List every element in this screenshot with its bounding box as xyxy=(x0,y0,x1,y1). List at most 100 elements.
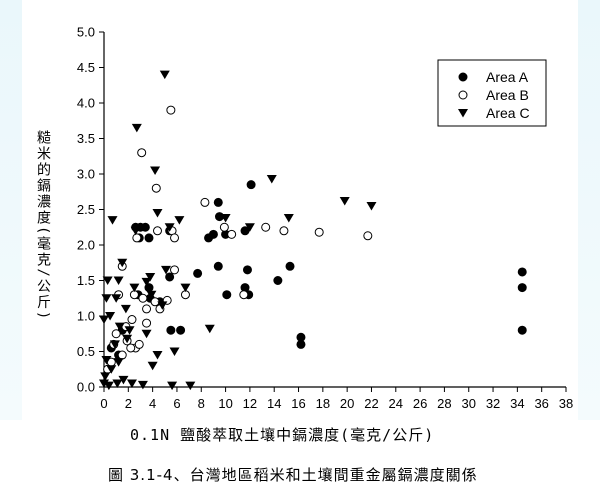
data-point-area-c xyxy=(103,381,114,391)
data-point-area-a xyxy=(517,267,527,277)
data-point-area-b xyxy=(239,290,249,300)
data-point-area-c xyxy=(126,379,137,388)
x-tick-label: 14 xyxy=(267,396,281,411)
data-point-area-b xyxy=(279,226,289,236)
scatter-plot: 0 2 4 6 8 10 12 14 16 18 20 22 24 26 28 30 32 34 36 380.00.… xyxy=(77,25,573,412)
x-tick-label: 18 xyxy=(316,396,330,411)
data-point-area-b xyxy=(111,329,121,339)
y-tick-label: 0.5 xyxy=(77,344,95,359)
data-point-area-a xyxy=(166,325,176,335)
legend-marker xyxy=(458,109,468,118)
data-point-area-c xyxy=(339,196,350,206)
data-point-area-b xyxy=(142,318,152,328)
data-point-area-a xyxy=(296,339,306,349)
data-point-area-b xyxy=(363,231,373,241)
x-tick-label: 34 xyxy=(510,396,524,411)
data-point-area-c xyxy=(102,276,113,285)
data-point-area-b xyxy=(227,229,237,239)
data-point-area-a xyxy=(246,180,256,190)
data-point-area-c xyxy=(105,312,116,321)
y-tick-label: 3.5 xyxy=(77,131,95,146)
data-point-area-c xyxy=(113,276,124,285)
data-point-area-c xyxy=(107,216,118,225)
x-tick-label: 8 xyxy=(198,396,205,411)
data-point-area-a xyxy=(213,261,223,271)
x-tick-label: 20 xyxy=(340,396,354,411)
data-point-area-c xyxy=(101,356,112,365)
data-point-area-c xyxy=(244,223,255,232)
data-point-area-c xyxy=(114,322,125,332)
x-tick-label: 26 xyxy=(413,396,427,411)
y-tick-label: 3.0 xyxy=(77,167,95,182)
data-point-area-a xyxy=(240,226,250,236)
figure-caption: 圖 3.1-4、台灣地區稻米和土壤間重金屬鎘濃度關係 xyxy=(108,466,478,484)
data-point-area-a xyxy=(222,290,232,300)
data-point-area-a xyxy=(517,283,527,293)
data-point-area-c xyxy=(141,277,152,287)
y-tick-label: 1.5 xyxy=(77,273,95,288)
x-tick-label: 36 xyxy=(534,396,548,411)
data-point-area-c xyxy=(180,283,191,293)
data-point-area-c xyxy=(283,214,294,223)
data-point-area-b xyxy=(127,315,137,325)
data-point-area-c xyxy=(117,258,128,268)
data-point-area-b xyxy=(132,233,142,243)
data-point-area-c xyxy=(118,375,129,385)
data-point-area-c xyxy=(220,214,231,223)
data-point-area-b xyxy=(138,293,148,303)
data-point-area-a xyxy=(213,197,223,207)
y-tick-label: 4.5 xyxy=(77,60,95,75)
data-point-area-a xyxy=(204,233,214,243)
data-point-area-c xyxy=(137,380,148,390)
data-point-area-c xyxy=(204,324,215,334)
data-point-area-c xyxy=(106,365,117,374)
x-axis-label: 0.1N 鹽酸萃取土壤中鎘濃度(毫克/公斤) xyxy=(130,426,435,444)
x-tick-label: 28 xyxy=(437,396,451,411)
data-point-area-b xyxy=(117,350,127,360)
x-tick-label: 2 xyxy=(125,396,132,411)
legend-marker xyxy=(458,72,468,82)
data-point-area-c xyxy=(113,358,124,367)
data-point-area-b xyxy=(166,105,176,115)
data-point-area-c xyxy=(145,272,156,282)
data-point-area-c xyxy=(99,315,109,325)
data-point-area-b xyxy=(151,183,161,193)
legend-entry: Area B xyxy=(486,87,529,103)
x-tick-label: 6 xyxy=(173,396,180,411)
y-tick-label: 2.0 xyxy=(77,238,95,253)
data-point-area-a xyxy=(140,222,150,232)
data-point-area-b xyxy=(170,233,180,243)
data-point-area-c xyxy=(101,294,112,303)
data-point-area-b xyxy=(142,304,152,314)
data-point-area-a xyxy=(517,325,527,335)
x-tick-label: 12 xyxy=(243,396,257,411)
legend-entry: Area C xyxy=(486,105,530,121)
data-point-area-c xyxy=(99,379,109,388)
legend-marker xyxy=(458,90,468,100)
data-point-area-c xyxy=(112,379,123,388)
data-point-area-c xyxy=(129,283,140,293)
y-tick-label: 5.0 xyxy=(77,25,95,40)
data-point-area-c xyxy=(124,326,135,335)
data-point-area-c xyxy=(161,265,172,275)
data-point-area-b xyxy=(200,197,210,207)
data-point-area-c xyxy=(174,216,185,225)
data-point-area-c xyxy=(366,201,377,211)
data-point-area-c xyxy=(120,304,131,314)
x-tick-label: 32 xyxy=(486,396,500,411)
data-point-area-c xyxy=(111,294,122,303)
data-point-area-c xyxy=(141,329,152,339)
data-point-area-b xyxy=(152,226,162,236)
y-tick-label: 0.0 xyxy=(77,380,95,395)
data-point-area-c xyxy=(122,334,133,344)
y-tick-label: 4.0 xyxy=(77,96,95,111)
background-band-left xyxy=(0,0,22,420)
data-point-area-c xyxy=(100,372,111,381)
data-point-area-a xyxy=(165,272,175,282)
data-point-area-a xyxy=(176,325,186,335)
data-point-area-c xyxy=(164,223,175,232)
x-tick-label: 10 xyxy=(218,396,232,411)
x-tick-label: 4 xyxy=(149,396,156,411)
x-tick-label: 0 xyxy=(100,396,107,411)
data-point-area-a xyxy=(242,265,252,275)
